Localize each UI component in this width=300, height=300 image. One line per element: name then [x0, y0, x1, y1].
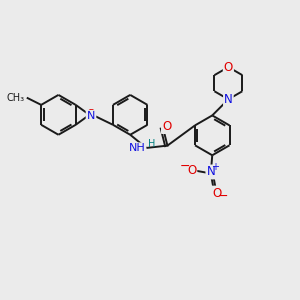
Text: O: O: [224, 61, 233, 74]
Text: H: H: [148, 140, 155, 149]
Text: O: O: [162, 120, 171, 133]
Text: N: N: [224, 93, 233, 106]
Text: O: O: [212, 187, 221, 200]
Text: −: −: [218, 190, 229, 202]
Text: CH₃: CH₃: [6, 93, 24, 103]
Text: N: N: [206, 166, 215, 178]
Text: O: O: [87, 109, 95, 119]
Text: +: +: [211, 162, 219, 172]
Text: N: N: [87, 111, 95, 121]
Text: O: O: [187, 164, 196, 177]
Text: NH: NH: [129, 143, 146, 153]
Text: −: −: [180, 160, 190, 172]
